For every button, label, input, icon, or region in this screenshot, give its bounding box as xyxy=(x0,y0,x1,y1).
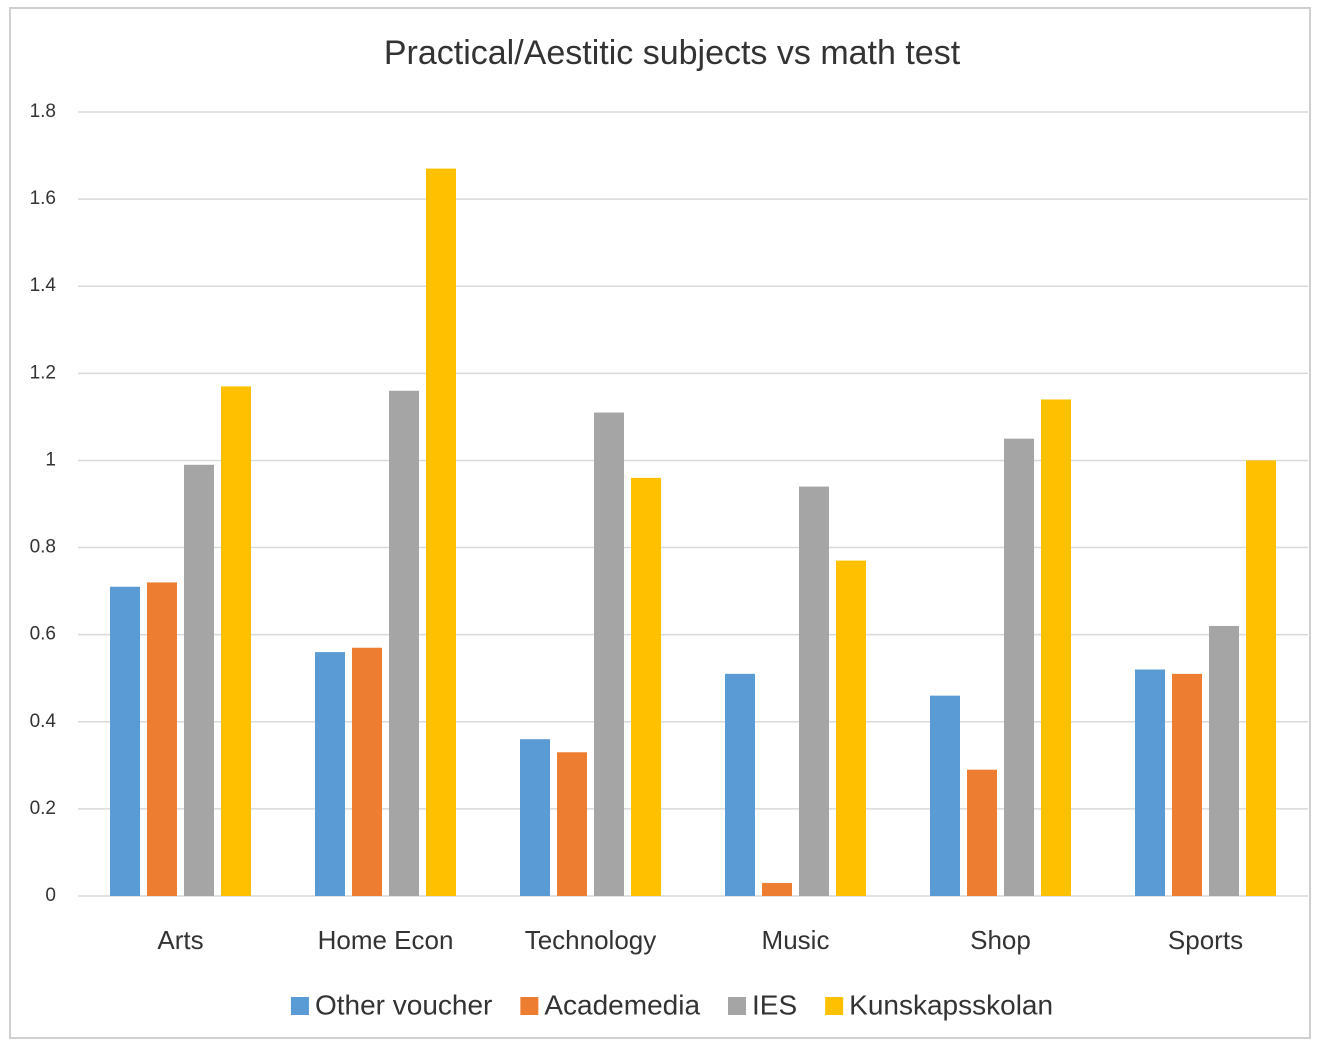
y-tick-label: 1.6 xyxy=(30,188,56,209)
bar xyxy=(725,673,755,896)
legend-swatch xyxy=(728,997,747,1015)
y-tick-label: 0.2 xyxy=(30,798,56,819)
y-tick-label: 1.8 xyxy=(30,101,56,122)
legend-swatch xyxy=(825,997,844,1015)
bar xyxy=(1004,438,1034,896)
bar xyxy=(631,477,661,896)
bar xyxy=(352,647,382,896)
x-tick-label: Music xyxy=(762,925,830,955)
bar xyxy=(967,769,997,896)
legend-label: Other voucher xyxy=(315,989,492,1020)
bar xyxy=(426,168,456,897)
y-tick-label: 1.4 xyxy=(30,275,57,296)
x-tick-label: Technology xyxy=(525,925,657,955)
y-tick-label: 0.4 xyxy=(30,711,57,732)
bar xyxy=(1246,460,1276,896)
bar xyxy=(930,695,960,896)
bar xyxy=(836,560,866,896)
legend-label: Kunskapsskolan xyxy=(849,989,1053,1020)
bar xyxy=(315,652,345,896)
bar xyxy=(110,586,140,896)
bar xyxy=(1135,669,1165,896)
legend-label: Academedia xyxy=(544,989,700,1020)
bar xyxy=(221,386,251,896)
bar xyxy=(799,486,829,896)
y-tick-label: 1.2 xyxy=(30,362,56,383)
x-tick-label: Arts xyxy=(157,925,203,955)
bar xyxy=(520,739,550,896)
y-tick-label: 1 xyxy=(45,449,56,470)
chart-title: Practical/Aestitic subjects vs math test xyxy=(384,34,961,72)
bar xyxy=(594,412,624,896)
bar xyxy=(557,752,587,896)
x-tick-label: Sports xyxy=(1168,925,1243,955)
legend-label: IES xyxy=(752,989,797,1020)
bar xyxy=(389,390,419,896)
bar xyxy=(147,582,177,896)
bar xyxy=(184,464,214,896)
y-tick-label: 0.8 xyxy=(30,537,56,558)
bar xyxy=(1172,673,1202,896)
x-tick-label: Home Econ xyxy=(318,925,454,955)
bar xyxy=(1041,399,1071,896)
bar xyxy=(762,882,792,896)
bar xyxy=(1209,625,1239,896)
y-tick-label: 0.6 xyxy=(30,624,56,645)
legend-swatch xyxy=(290,997,309,1015)
x-tick-label: Shop xyxy=(970,925,1031,955)
y-tick-label: 0 xyxy=(45,885,56,906)
legend-swatch xyxy=(520,997,539,1015)
